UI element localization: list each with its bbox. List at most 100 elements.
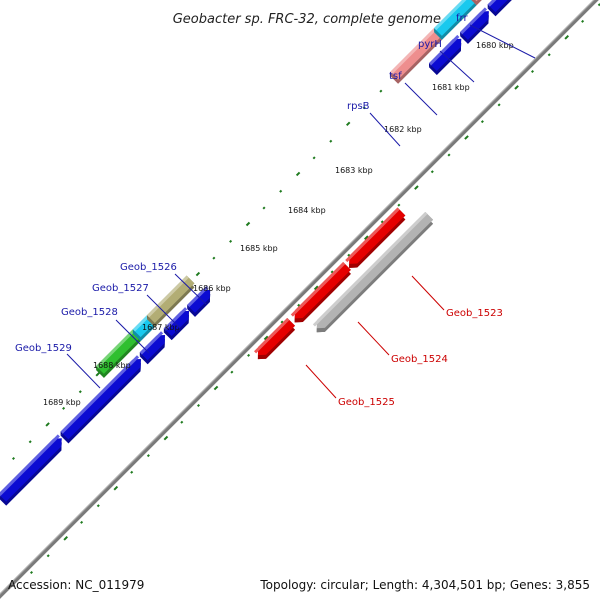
gene-label: Geob_1525 <box>338 397 395 408</box>
major-tick <box>414 185 419 190</box>
gene-blue-highlight <box>0 434 60 496</box>
gene-blue <box>60 359 141 440</box>
gene-blue-highlight <box>60 355 140 434</box>
gene-red <box>257 317 296 356</box>
gene-label: Geob_1529 <box>15 343 72 354</box>
minor-tick <box>130 470 134 474</box>
gene-label-leader <box>174 273 207 305</box>
gene-blue-highlight <box>460 7 487 35</box>
scale-label: 1680 kbp <box>476 41 514 50</box>
gene-blue <box>187 289 211 313</box>
minor-tick <box>397 203 401 207</box>
gene-label: Geob_1527 <box>92 283 149 294</box>
gene-cyan <box>434 0 477 36</box>
gene-label: pyrH <box>418 39 442 50</box>
major-tick <box>263 335 269 341</box>
inner-tick-ring <box>29 3 600 575</box>
minor-tick <box>96 504 100 508</box>
minor-tick <box>46 554 50 558</box>
minor-tick <box>581 19 585 23</box>
gene-label: rpsB <box>347 101 370 112</box>
gene-label: Geob_1523 <box>446 308 503 319</box>
minor-tick <box>312 156 316 160</box>
gene-label: Geob_1524 <box>391 354 448 365</box>
gene-salmon <box>475 0 478 2</box>
major-tick <box>464 135 469 140</box>
minor-tick <box>480 120 484 124</box>
gene-features <box>0 0 512 506</box>
gene-green-highlight <box>96 329 136 369</box>
minor-tick <box>279 189 283 193</box>
minor-tick <box>180 420 184 424</box>
minor-tick <box>230 370 234 374</box>
gene-label-leader <box>66 353 101 389</box>
gene-olive <box>147 275 195 323</box>
major-tick <box>363 235 369 241</box>
minor-tick <box>379 89 383 93</box>
gene-label: frr <box>456 13 468 24</box>
minor-tick <box>280 320 284 324</box>
scale-labels: 1680 kbp 1681 kbp 1682 kbp 1683 kbp 1684 kbp… <box>43 41 514 407</box>
scale-label: 1683 kbp <box>335 166 373 175</box>
major-tick <box>113 485 119 491</box>
major-tick <box>213 385 219 391</box>
gene-red <box>349 207 406 264</box>
minor-tick <box>547 53 551 57</box>
minor-tick <box>212 256 216 260</box>
major-tick <box>195 271 201 277</box>
genome-title: Geobacter sp. FRC-32, complete genome <box>173 12 441 27</box>
minor-tick <box>347 253 351 257</box>
gene-gray <box>316 211 434 329</box>
major-tick <box>45 422 50 427</box>
gene-blue <box>163 311 189 337</box>
gene-blue-highlight <box>163 307 188 331</box>
minor-tick <box>146 454 150 458</box>
gene-blue <box>460 11 489 40</box>
gene-blue-highlight <box>139 331 164 355</box>
gene-red <box>294 262 351 319</box>
gene-label-leader <box>411 275 445 311</box>
major-tick <box>63 535 69 541</box>
minor-tick <box>329 139 333 143</box>
gene-label-leader <box>357 321 390 356</box>
major-tick <box>514 85 519 90</box>
gene-salmon-depth <box>471 0 482 6</box>
scale-label: 1689 kbp <box>43 398 81 407</box>
major-tick <box>313 285 319 291</box>
gene-salmon <box>390 28 442 80</box>
gene-label: Geob_1526 <box>120 262 177 273</box>
major-tick <box>345 121 351 127</box>
gene-label-leader <box>115 319 150 354</box>
minor-tick <box>29 570 34 575</box>
scale-label: 1682 kbp <box>384 125 422 134</box>
minor-tick <box>380 220 384 224</box>
minor-tick <box>11 456 16 461</box>
gene-green <box>96 329 141 374</box>
gene-label-leader <box>404 82 438 116</box>
accession-text: Accession: NC_011979 <box>8 578 145 592</box>
minor-tick <box>262 206 266 210</box>
gene-label-leader <box>305 364 337 399</box>
gene-red-highlight <box>254 317 290 354</box>
minor-tick <box>297 303 301 307</box>
minor-tick <box>196 403 201 408</box>
scale-label: 1681 kbp <box>432 83 470 92</box>
gene-label-leader <box>369 112 401 147</box>
gene-label-leader <box>439 50 475 83</box>
gene-cyan-highlight <box>434 0 467 31</box>
minor-tick <box>447 153 451 157</box>
minor-tick <box>28 440 32 444</box>
scale-label: 1684 kbp <box>288 206 326 215</box>
minor-tick <box>330 270 334 274</box>
gene-blue-highlight <box>487 0 497 7</box>
gene-labels: frr pyrH tsf rpsB Geob_1526 Geob_1527 Geob_152… <box>15 13 536 408</box>
gene-red-highlight <box>290 262 346 317</box>
gene-olive-highlight <box>147 275 189 318</box>
gene-label: Geob_1528 <box>61 307 118 318</box>
gene-label-leader <box>146 294 181 329</box>
minor-tick <box>247 353 251 357</box>
gene-blue <box>0 438 62 502</box>
